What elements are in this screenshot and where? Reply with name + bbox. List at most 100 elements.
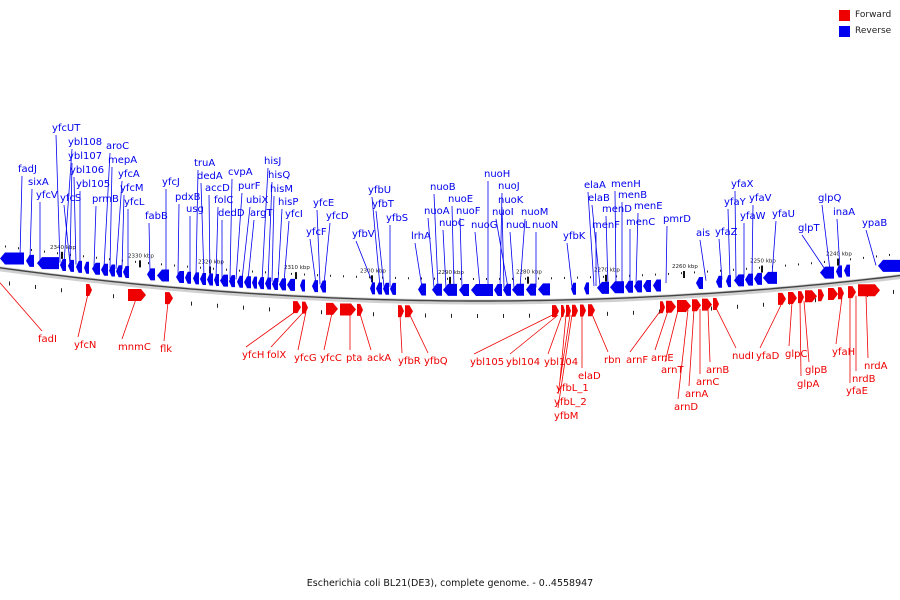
reverse-gene-label: hisJ: [264, 156, 281, 167]
forward-gene-label: arnT: [661, 365, 684, 376]
forward-gene-label: flk: [160, 344, 172, 355]
forward-gene-arrow: [692, 299, 701, 312]
scale-label: 2330 kbp: [128, 253, 154, 259]
reverse-gene-label: mepA: [108, 155, 137, 166]
axis-tick-bottom: [529, 313, 530, 318]
reverse-gene-arrow: [494, 283, 502, 296]
forward-gene-arrow: [838, 287, 844, 300]
axis-tick-bottom: [633, 310, 634, 315]
reverse-gene-label: nuoK: [498, 195, 524, 206]
reverse-gene-label: purF: [238, 181, 261, 192]
forward-gene-arrow: [666, 300, 676, 313]
forward-gene-label: yfaE: [846, 386, 868, 397]
forward-gene-arrow: [848, 286, 856, 299]
forward-gene-label: yfaD: [756, 351, 780, 362]
axis-tick-top: [824, 260, 825, 263]
reverse-gene-label: yfaU: [772, 209, 795, 220]
forward-gene-arrow: [788, 291, 797, 304]
reverse-gene-label: fabB: [145, 211, 168, 222]
reverse-gene-arrow: [300, 279, 305, 292]
axis-tick-bottom: [61, 288, 62, 293]
reverse-gene-label: hisQ: [268, 170, 290, 181]
reverse-gene-label: yfcUT: [52, 123, 81, 134]
reverse-gene-label: lrhA: [411, 231, 431, 242]
axis-tick-top: [525, 277, 526, 280]
reverse-gene-label: yfbS: [386, 213, 408, 224]
reverse-gene-label-leader: [63, 204, 71, 264]
reverse-gene-label-leader: [177, 203, 180, 275]
axis-tick-top: [486, 277, 487, 280]
axis-tick-top: [889, 253, 890, 256]
axis-tick-top: [395, 276, 396, 279]
scale-label: 2260 kbp: [672, 264, 698, 270]
reverse-gene-label-leader: [283, 220, 290, 283]
reverse-gene-arrow: [92, 262, 100, 275]
reverse-gene-arrow: [68, 259, 74, 272]
forward-gene-label: arnF: [626, 355, 648, 366]
scale-tick: [761, 265, 763, 273]
reverse-gene-arrow: [503, 283, 511, 296]
reverse-gene-label: usg: [186, 204, 204, 215]
forward-gene-arrow: [86, 283, 92, 296]
axis-tick-top: [421, 277, 422, 280]
reverse-gene-label: ypaB: [862, 218, 887, 229]
axis-tick-top: [577, 276, 578, 279]
forward-gene-arrow: [357, 303, 363, 316]
forward-gene-label-leader: [799, 301, 802, 377]
reverse-gene-label-leader: [718, 238, 723, 280]
reverse-gene-arrow: [193, 272, 199, 285]
reverse-gene-label-leader: [605, 215, 609, 286]
reverse-gene-arrow: [634, 280, 642, 293]
reverse-gene-arrow: [220, 274, 228, 287]
scale-tick: [295, 272, 297, 280]
reverse-gene-arrow: [84, 261, 89, 274]
scale-label: 2280 kbp: [516, 270, 542, 276]
reverse-gene-arrow: [526, 283, 536, 296]
reverse-gene-label: elaA: [584, 180, 606, 191]
forward-gene-arrow: [293, 301, 301, 314]
reverse-gene-arrow: [443, 283, 457, 296]
reverse-gene-label-leader: [55, 134, 61, 263]
forward-gene-label: rbn: [604, 355, 621, 366]
axis-tick-top: [642, 274, 643, 277]
reverse-gene-label: sixA: [28, 177, 49, 188]
forward-gene-label: yfbL_1: [556, 383, 589, 394]
scale-tick: [449, 276, 451, 284]
axis-tick-bottom: [9, 281, 10, 286]
reverse-gene-label: truA: [194, 158, 215, 169]
reverse-gene-arrow: [157, 269, 169, 282]
axis-tick-top: [668, 272, 669, 275]
reverse-gene-label-leader: [355, 240, 375, 287]
forward-gene-arrow: [805, 290, 817, 303]
reverse-gene-label: yfcV: [36, 190, 58, 201]
scale-label: 2300 kbp: [360, 268, 386, 274]
axis-tick-bottom: [607, 311, 608, 316]
reverse-gene-arrow: [272, 277, 278, 290]
reverse-gene-label: yfcE: [313, 198, 334, 209]
reverse-gene-label: yfaX: [731, 179, 754, 190]
axis-tick-bottom: [763, 302, 764, 307]
forward-gene-label-leader: [270, 311, 305, 348]
axis-tick-top: [57, 252, 58, 255]
scale-tick: [371, 275, 373, 283]
reverse-gene-label: pmrD: [663, 214, 691, 225]
axis-tick-top: [616, 275, 617, 278]
forward-gene-arrow: [818, 289, 824, 302]
axis-tick-top: [499, 277, 500, 280]
reverse-gene-label-leader: [309, 238, 317, 285]
reverse-gene-arrow: [116, 265, 122, 278]
reverse-gene-label-leader: [215, 206, 219, 278]
forward-gene-label: yfcH: [242, 350, 264, 361]
reverse-gene-label: dedA: [197, 171, 223, 182]
scale-label: 2290 kbp: [438, 270, 464, 276]
axis-tick-top: [447, 277, 448, 280]
reverse-gene-label: menD: [602, 204, 632, 215]
reverse-gene-label-leader: [442, 229, 447, 288]
reverse-gene-arrow: [320, 280, 326, 293]
reverse-gene-arrow: [878, 259, 900, 272]
reverse-gene-label: argT: [250, 208, 273, 219]
reverse-gene-label-leader: [433, 193, 439, 288]
forward-gene-label-leader: [557, 314, 573, 409]
forward-gene-arrow: [660, 301, 665, 314]
reverse-gene-label-leader: [519, 218, 526, 288]
